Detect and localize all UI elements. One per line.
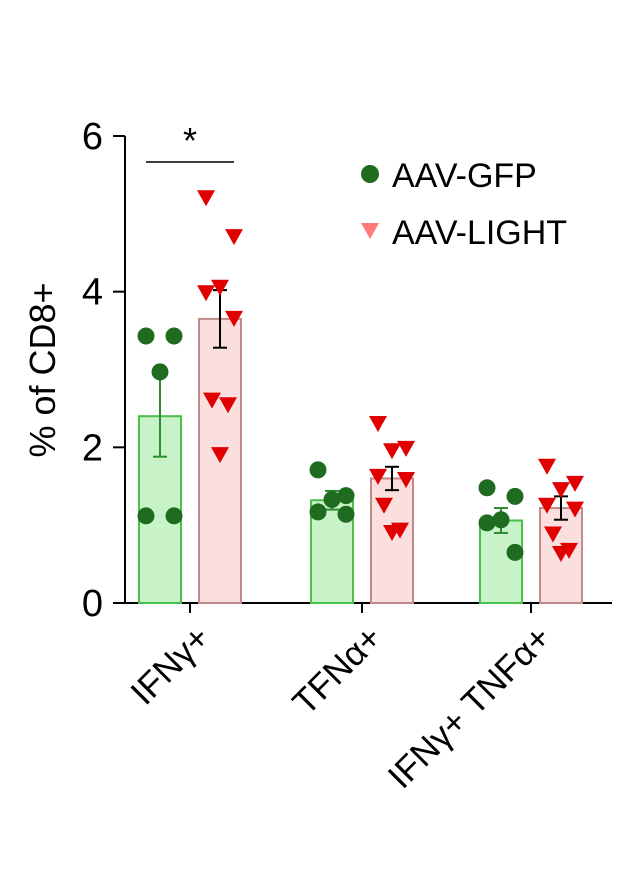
data-point <box>137 507 155 525</box>
x-category-label: IFNγ+ <box>123 618 217 712</box>
data-point <box>225 310 243 327</box>
data-point <box>197 285 215 302</box>
data-point <box>337 505 355 523</box>
significance-star: * <box>183 120 197 161</box>
data-point <box>375 497 393 514</box>
axes <box>113 135 612 613</box>
data-point <box>369 415 387 432</box>
data-point <box>397 472 415 489</box>
data-point <box>492 511 510 529</box>
data-point <box>337 487 355 505</box>
data-point <box>211 447 229 464</box>
data-point <box>506 543 524 561</box>
data-point <box>478 514 496 532</box>
x-category-label: IFNγ+ TNFα+ <box>381 618 559 796</box>
data-point <box>544 526 562 543</box>
data-point <box>566 501 584 518</box>
legend-label: AAV-LIGHT <box>392 214 567 252</box>
data-point <box>538 497 556 514</box>
data-point <box>225 229 243 246</box>
data-point <box>211 279 229 296</box>
data-point <box>383 443 401 460</box>
x-category-label: TFNα+ <box>285 618 389 722</box>
data-point <box>538 458 556 475</box>
y-tick-label: 6 <box>82 116 103 158</box>
data-point <box>309 461 327 479</box>
y-axis-label: % of CD8+ <box>22 282 63 457</box>
data-point <box>552 545 570 562</box>
data-point <box>309 503 327 521</box>
legend-marker-circle <box>361 165 379 183</box>
legend: AAV-GFP AAV-LIGHT <box>361 157 567 252</box>
data-point <box>383 524 401 541</box>
data-point <box>397 440 415 457</box>
data-points <box>137 190 584 562</box>
data-point <box>323 490 341 508</box>
y-tick-label: 2 <box>82 427 103 469</box>
legend-label: AAV-GFP <box>392 157 537 195</box>
data-point <box>165 327 183 345</box>
data-point <box>219 397 237 414</box>
data-point <box>151 363 169 381</box>
data-point <box>552 482 570 499</box>
data-point <box>137 327 155 345</box>
data-point <box>566 475 584 492</box>
data-point <box>165 507 183 525</box>
data-point <box>203 392 221 409</box>
data-point <box>197 190 215 207</box>
data-point <box>506 487 524 505</box>
y-tick-label: 0 <box>82 583 103 625</box>
data-point <box>478 479 496 497</box>
y-tick-label: 4 <box>82 272 103 314</box>
legend-marker-triangle <box>361 223 379 239</box>
data-point <box>369 468 387 485</box>
